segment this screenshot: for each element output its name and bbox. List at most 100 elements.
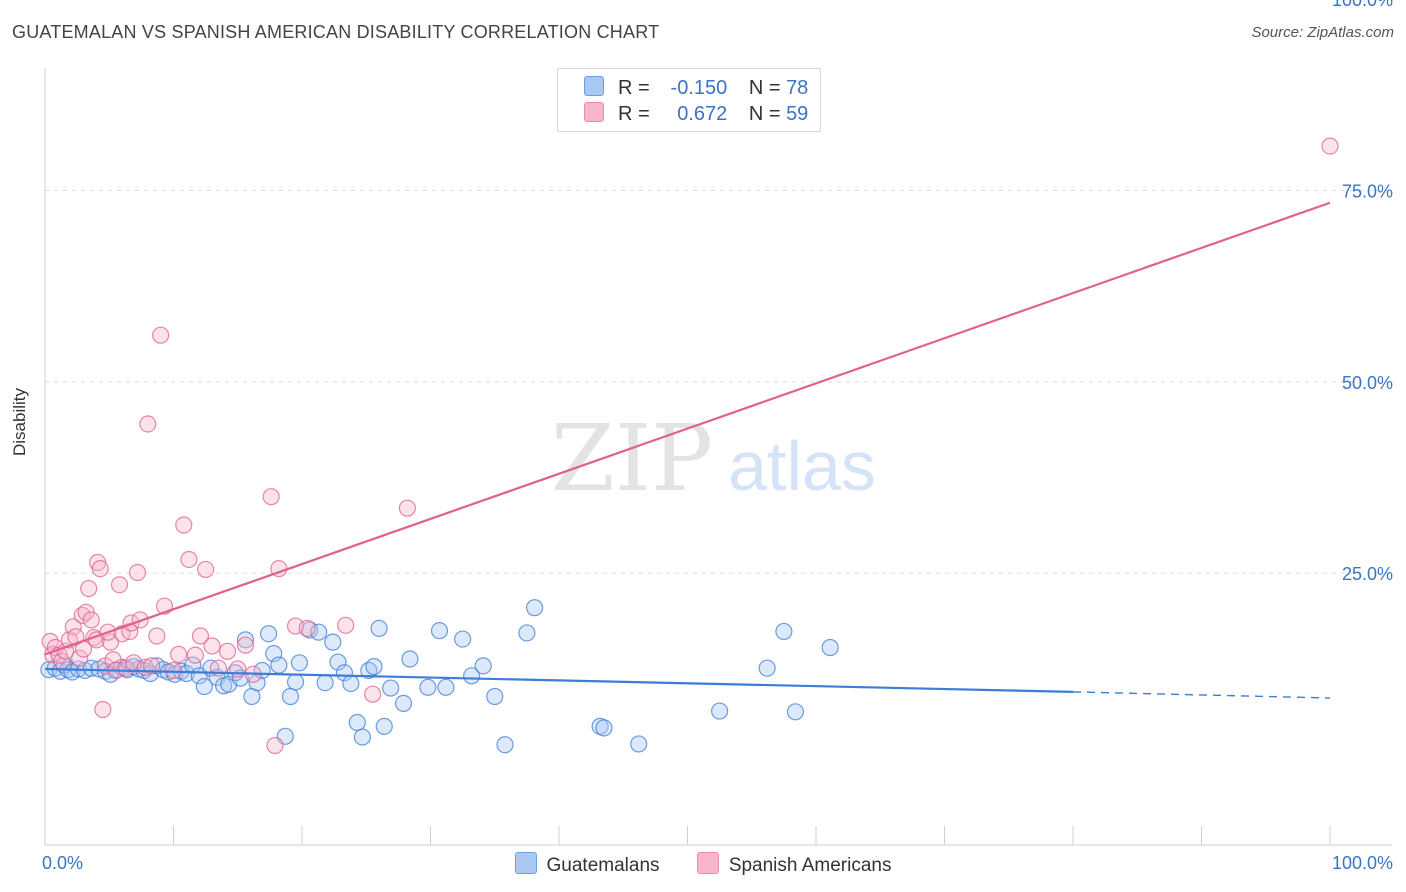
data-point-guatemalans	[259, 625, 278, 643]
data-point-spanish-americans	[337, 616, 355, 634]
data-point-spanish-americans	[266, 736, 284, 755]
data-point-spanish-americans	[1321, 137, 1339, 155]
axes	[44, 68, 1392, 846]
data-point-spanish-americans	[80, 579, 98, 598]
legend-row-spanish-americans: R = 0.672 N = 59	[584, 102, 808, 126]
legend-swatch-guatemalans	[584, 76, 604, 96]
data-point-spanish-americans	[364, 685, 382, 703]
data-point-spanish-americans	[148, 627, 166, 645]
y-tick-label: 75.0%	[1342, 181, 1393, 201]
data-point-guatemalans	[525, 599, 544, 617]
data-point-spanish-americans	[164, 661, 183, 680]
legend-r-value: 0.672	[677, 103, 728, 125]
legend-n-value: 59	[786, 103, 809, 125]
data-point-spanish-americans	[152, 326, 170, 344]
y-tick-label: 100.0%	[1332, 0, 1393, 10]
legend-n-label: N =	[748, 103, 781, 125]
series-label-guatemalans: Guatemalans	[546, 855, 660, 876]
data-point-spanish-americans	[180, 550, 198, 569]
legend-r-label: R =	[618, 103, 650, 125]
data-point-guatemalans	[375, 717, 393, 735]
data-point-guatemalans	[419, 678, 437, 696]
trend-line-spanish-americans	[44, 201, 1331, 656]
data-point-spanish-americans	[91, 560, 109, 578]
data-point-guatemalans	[474, 657, 492, 675]
data-point-guatemalans	[430, 622, 449, 640]
data-point-guatemalans	[518, 624, 536, 642]
series-legend-spanish-americans[interactable]: Spanish Americans	[696, 852, 892, 877]
data-point-spanish-americans	[203, 637, 221, 655]
series-swatch-spanish-americans	[696, 852, 719, 874]
data-point-guatemalans	[786, 703, 805, 721]
series-swatch-guatemalans	[514, 852, 537, 874]
data-point-guatemalans	[290, 654, 309, 672]
data-point-spanish-americans	[218, 642, 237, 660]
data-points	[40, 137, 1339, 755]
watermark-zip: ZIP	[551, 405, 713, 512]
data-point-spanish-americans	[128, 563, 147, 582]
data-point-spanish-americans	[94, 700, 112, 719]
data-point-guatemalans	[286, 673, 305, 691]
data-point-spanish-americans	[186, 646, 204, 664]
data-point-spanish-americans	[101, 633, 120, 651]
data-point-spanish-americans	[175, 516, 193, 534]
data-point-spanish-americans	[104, 651, 122, 669]
data-point-guatemalans	[463, 667, 481, 685]
x-tick-label: 0.0%	[42, 853, 83, 873]
data-point-guatemalans	[401, 650, 419, 668]
data-point-guatemalans	[353, 728, 371, 746]
data-point-guatemalans	[370, 619, 388, 637]
data-point-guatemalans	[486, 687, 504, 706]
data-point-spanish-americans	[229, 660, 247, 678]
chart-source: Source: ZipAtlas.com	[1251, 24, 1394, 41]
data-point-guatemalans	[329, 653, 347, 671]
data-point-guatemalans	[281, 687, 300, 706]
data-point-guatemalans	[365, 658, 383, 676]
data-point-spanish-americans	[82, 611, 100, 629]
trend-lines	[44, 201, 1331, 699]
trend-extension-guatemalans	[1072, 691, 1331, 699]
data-point-spanish-americans	[71, 649, 89, 667]
legend-r-label: R =	[618, 77, 650, 99]
data-point-spanish-americans	[143, 657, 161, 675]
data-point-spanish-americans	[64, 618, 82, 636]
y-tick-label: 50.0%	[1342, 373, 1393, 393]
data-point-spanish-americans	[197, 560, 215, 579]
data-point-spanish-americans	[236, 636, 255, 654]
data-point-spanish-americans	[139, 415, 157, 433]
stats-legend: R = -0.150 N = 78 R = 0.672 N = 59	[557, 68, 821, 132]
data-point-guatemalans	[711, 702, 729, 720]
data-point-guatemalans	[316, 674, 334, 692]
watermark-atlas: atlas	[728, 427, 876, 505]
data-point-guatemalans	[236, 631, 255, 649]
data-point-guatemalans	[270, 656, 288, 674]
legend-r-value: -0.150	[670, 77, 728, 99]
data-point-guatemalans	[382, 679, 400, 697]
data-point-spanish-americans	[262, 488, 280, 506]
y-tick-label: 25.0%	[1342, 564, 1393, 584]
tick-labels: 25.0% 50.0% 75.0% 100.0% 0.0% 100.0%	[42, 0, 1393, 873]
legend-row-guatemalans: R = -0.150 N = 78	[584, 76, 808, 100]
series-legend-guatemalans[interactable]: Guatemalans	[514, 852, 660, 877]
data-point-guatemalans	[595, 719, 613, 737]
data-point-guatemalans	[775, 622, 793, 641]
data-point-guatemalans	[821, 638, 839, 657]
x-tick-label: 100.0%	[1332, 853, 1393, 873]
data-point-spanish-americans	[298, 619, 316, 637]
chart-title: GUATEMALAN VS SPANISH AMERICAN DISABILIT…	[12, 22, 660, 42]
legend-n-label: N =	[748, 77, 781, 99]
data-point-guatemalans	[394, 694, 413, 712]
data-point-guatemalans	[437, 678, 455, 696]
data-point-guatemalans	[454, 630, 472, 648]
data-point-guatemalans	[496, 736, 514, 754]
data-point-guatemalans	[195, 677, 213, 696]
data-point-spanish-americans	[170, 645, 188, 663]
legend-n-value: 78	[786, 77, 809, 99]
series-label-spanish-americans: Spanish Americans	[728, 855, 892, 876]
data-point-guatemalans	[758, 659, 776, 677]
data-point-spanish-americans	[67, 628, 85, 646]
series-legend: Guatemalans Spanish Americans	[0, 852, 1406, 877]
data-point-guatemalans	[342, 674, 360, 693]
data-point-spanish-americans	[191, 627, 210, 645]
